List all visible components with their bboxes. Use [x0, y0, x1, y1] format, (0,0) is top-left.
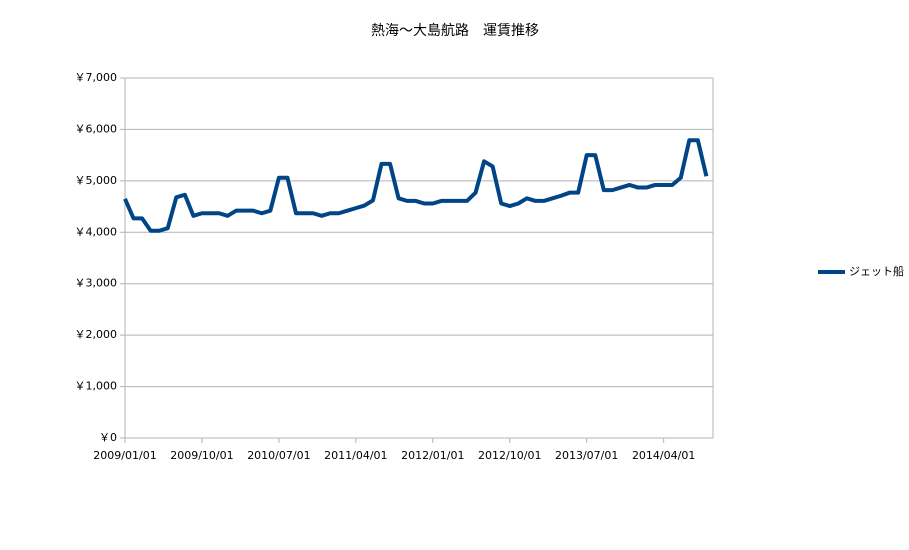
legend-label: ジェット船 [849, 264, 904, 278]
y-tick-label: ￥0 [99, 431, 117, 444]
line-series [123, 138, 709, 233]
x-tick-label: 2010/07/01 [247, 449, 310, 462]
x-tick-label: 2011/04/01 [324, 449, 387, 462]
y-tick-label: ￥4,000 [75, 225, 118, 238]
x-tick-label: 2012/01/01 [401, 449, 464, 462]
x-tick-label: 2009/01/01 [93, 449, 156, 462]
y-tick-label: ￥7,000 [75, 71, 118, 84]
y-tick-label: ￥2,000 [75, 328, 118, 341]
x-tick-label: 2014/04/01 [632, 449, 695, 462]
x-tick-label: 2012/10/01 [478, 449, 541, 462]
y-tick-label: ￥1,000 [75, 380, 118, 393]
chart-title: 熱海～大島航路 運賃推移 [371, 23, 539, 39]
y-tick-label: ￥3,000 [75, 277, 118, 290]
x-tick-label: 2013/07/01 [555, 449, 618, 462]
y-tick-label: ￥5,000 [75, 174, 118, 187]
x-tick-label: 2009/10/01 [170, 449, 233, 462]
y-tick-label: ￥6,000 [75, 122, 118, 135]
